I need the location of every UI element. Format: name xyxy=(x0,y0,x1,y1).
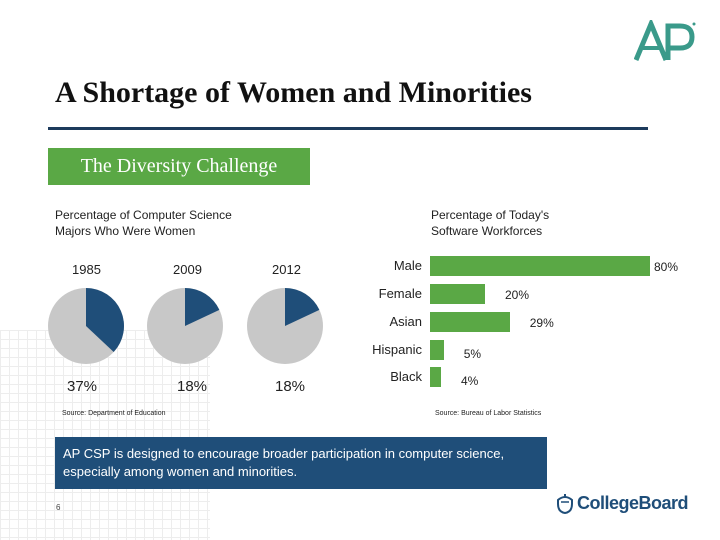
decorative-grid xyxy=(0,330,210,540)
bar-category-label: Male xyxy=(393,258,422,273)
bar-value-label: 80% xyxy=(654,260,679,274)
left-section-heading: Percentage of Computer Science Majors Wh… xyxy=(55,207,232,239)
bar-category-label: Asian xyxy=(389,314,422,329)
title-underline xyxy=(48,127,648,130)
left-heading-line1: Percentage of Computer Science xyxy=(55,208,232,222)
bar-category-label: Hispanic xyxy=(372,342,422,357)
left-heading-line2: Majors Who Were Women xyxy=(55,224,196,238)
right-heading-line1: Percentage of Today's xyxy=(431,208,550,222)
right-heading-line2: Software Workforces xyxy=(431,224,543,238)
pie-value-label: 37% xyxy=(67,378,98,395)
pie-slice-women xyxy=(86,288,124,353)
bar-female xyxy=(430,284,485,304)
slide-title: A Shortage of Women and Minorities xyxy=(55,76,532,109)
pie-value-label: 18% xyxy=(177,378,208,395)
bar-hispanic xyxy=(430,340,444,360)
bar-category-label: Female xyxy=(378,286,422,301)
subtitle-banner: The Diversity Challenge xyxy=(48,148,310,185)
bar-value-label: 20% xyxy=(505,288,530,302)
pie-year-label: 2012 xyxy=(272,262,301,277)
right-section-heading: Percentage of Today's Software Workforce… xyxy=(431,207,549,239)
pie-chart-1985 xyxy=(48,288,124,364)
pie-slice-women xyxy=(185,288,220,326)
pie-value-label: 18% xyxy=(275,378,306,395)
bar-category-label: Black xyxy=(390,369,422,384)
right-source: Source: Bureau of Labor Statistics xyxy=(435,410,542,417)
collegeboard-wordmark: CollegeBoard xyxy=(577,492,689,513)
bar-value-label: 5% xyxy=(463,347,482,361)
bar-male xyxy=(430,256,650,276)
bar-black xyxy=(430,367,441,387)
bar-value-label: 4% xyxy=(461,374,479,388)
collegeboard-logo: CollegeBoard xyxy=(556,492,689,514)
pie-chart-2009 xyxy=(147,288,223,364)
pie-slice-women xyxy=(285,288,320,326)
bar-asian xyxy=(430,312,510,332)
acorn-icon xyxy=(557,494,573,514)
bar-value-label: 29% xyxy=(529,316,554,330)
left-source: Source: Department of Education xyxy=(62,410,166,417)
pie-year-label: 1985 xyxy=(72,262,101,277)
pie-chart-2012 xyxy=(247,288,323,364)
callout-box: AP CSP is designed to encourage broader … xyxy=(55,437,547,489)
page-number: 6 xyxy=(56,503,61,512)
ap-logo xyxy=(634,20,696,61)
pie-year-label: 2009 xyxy=(173,262,202,277)
